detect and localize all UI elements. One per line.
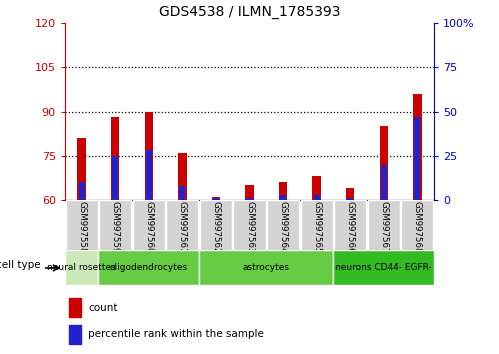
Bar [145, 112, 153, 200]
Bar [401, 200, 434, 250]
Bar [179, 186, 186, 200]
Text: GSM997562: GSM997562 [212, 201, 221, 254]
Bar [212, 197, 220, 200]
Bar [246, 185, 253, 200]
Bar [200, 200, 232, 250]
Bar [247, 198, 252, 200]
Text: neurons CD44- EGFR-: neurons CD44- EGFR- [335, 263, 432, 272]
Text: cell type: cell type [0, 261, 40, 270]
Bar [368, 200, 400, 250]
Text: GSM997567: GSM997567 [379, 201, 388, 254]
Bar [234, 200, 265, 250]
Bar [68, 298, 81, 317]
Bar [65, 200, 98, 250]
Text: GSM997559: GSM997559 [111, 201, 120, 254]
Text: GSM997564: GSM997564 [278, 201, 287, 254]
Bar [68, 325, 81, 344]
Text: percentile rank within the sample: percentile rank within the sample [88, 329, 264, 339]
Bar [65, 250, 98, 285]
Bar [333, 250, 434, 285]
Bar [77, 138, 86, 200]
Text: count: count [88, 303, 118, 313]
Bar [146, 150, 152, 200]
Bar [98, 250, 199, 285]
Bar [334, 200, 366, 250]
Bar [279, 182, 287, 200]
Bar [178, 153, 187, 200]
Bar [413, 94, 422, 200]
Bar [166, 200, 199, 250]
Bar [267, 200, 299, 250]
Bar [414, 117, 420, 200]
Bar [213, 198, 219, 200]
Bar [133, 200, 165, 250]
Text: oligodendrocytes: oligodendrocytes [110, 263, 188, 272]
Bar [79, 182, 85, 200]
Text: GSM997565: GSM997565 [312, 201, 321, 254]
Bar [99, 200, 131, 250]
Bar [199, 250, 333, 285]
Title: GDS4538 / ILMN_1785393: GDS4538 / ILMN_1785393 [159, 5, 340, 19]
Bar [112, 156, 118, 200]
Bar [300, 200, 333, 250]
Text: neural rosettes: neural rosettes [47, 263, 116, 272]
Bar [313, 195, 320, 200]
Text: GSM997560: GSM997560 [144, 201, 153, 254]
Text: GSM997568: GSM997568 [413, 201, 422, 254]
Text: astrocytes: astrocytes [243, 263, 290, 272]
Text: GSM997563: GSM997563 [245, 201, 254, 254]
Bar [312, 176, 321, 200]
Text: GSM997561: GSM997561 [178, 201, 187, 254]
Bar [380, 126, 388, 200]
Bar [346, 188, 354, 200]
Bar [280, 195, 286, 200]
Text: GSM997558: GSM997558 [77, 201, 86, 254]
Bar [381, 165, 387, 200]
Bar [347, 198, 353, 200]
Text: GSM997566: GSM997566 [346, 201, 355, 254]
Bar [111, 118, 119, 200]
